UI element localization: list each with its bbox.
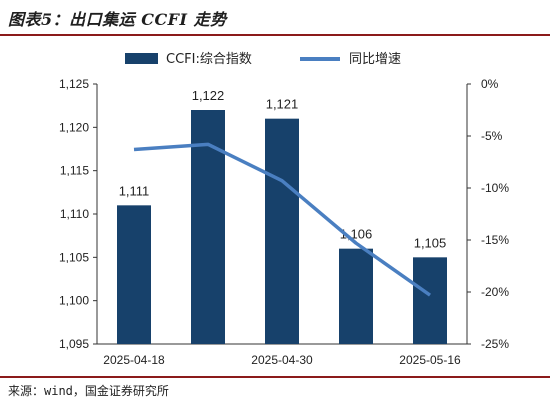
left-tick-label: 1,095 [59,337,89,351]
plot-area: 1,095 1,100 1,105 1,110 1,115 1,120 1,125 0% -5%… [59,77,509,367]
source-note: 来源：wind，国金证券研究所 [8,384,169,398]
yoy-growth-line [133,142,432,297]
left-tick-label: 1,105 [59,250,89,264]
legend: CCFI:综合指数 同比增速 [125,52,401,67]
left-tick-label: 1,100 [59,294,89,308]
footer-divider [0,376,550,378]
right-tick-label: -10% [481,181,509,195]
right-tick-label: 0% [481,77,499,91]
left-tick-label: 1,115 [60,164,89,178]
bar [117,205,151,344]
right-tick-label: -5% [481,129,503,143]
bar [413,257,447,344]
legend-swatch-bar [125,53,158,64]
bar-data-label: 1,121 [266,97,299,112]
x-tick-label: 2025-04-18 [103,353,165,367]
x-tick-label: 2025-05-16 [399,353,461,367]
bar [339,248,373,344]
x-tick-label: 2025-04-30 [251,353,313,367]
chart-title: 图表5：出口集运 CCFI 走势 [8,10,227,29]
bar-data-label: 1,111 [119,183,150,198]
left-tick-label: 1,110 [60,207,89,221]
left-tick-label: 1,125 [59,77,89,91]
bar [265,118,299,345]
bar-data-label: 1,105 [414,235,447,250]
right-tick-label: -20% [481,285,509,299]
legend-label-bar: CCFI:综合指数 [166,52,252,67]
right-tick-label: -25% [481,337,509,351]
right-tick-label: -15% [481,233,509,247]
bar-data-label: 1,122 [192,88,225,103]
title-divider [0,34,550,36]
legend-label-line: 同比增速 [349,52,401,67]
left-tick-label: 1,120 [59,120,89,134]
